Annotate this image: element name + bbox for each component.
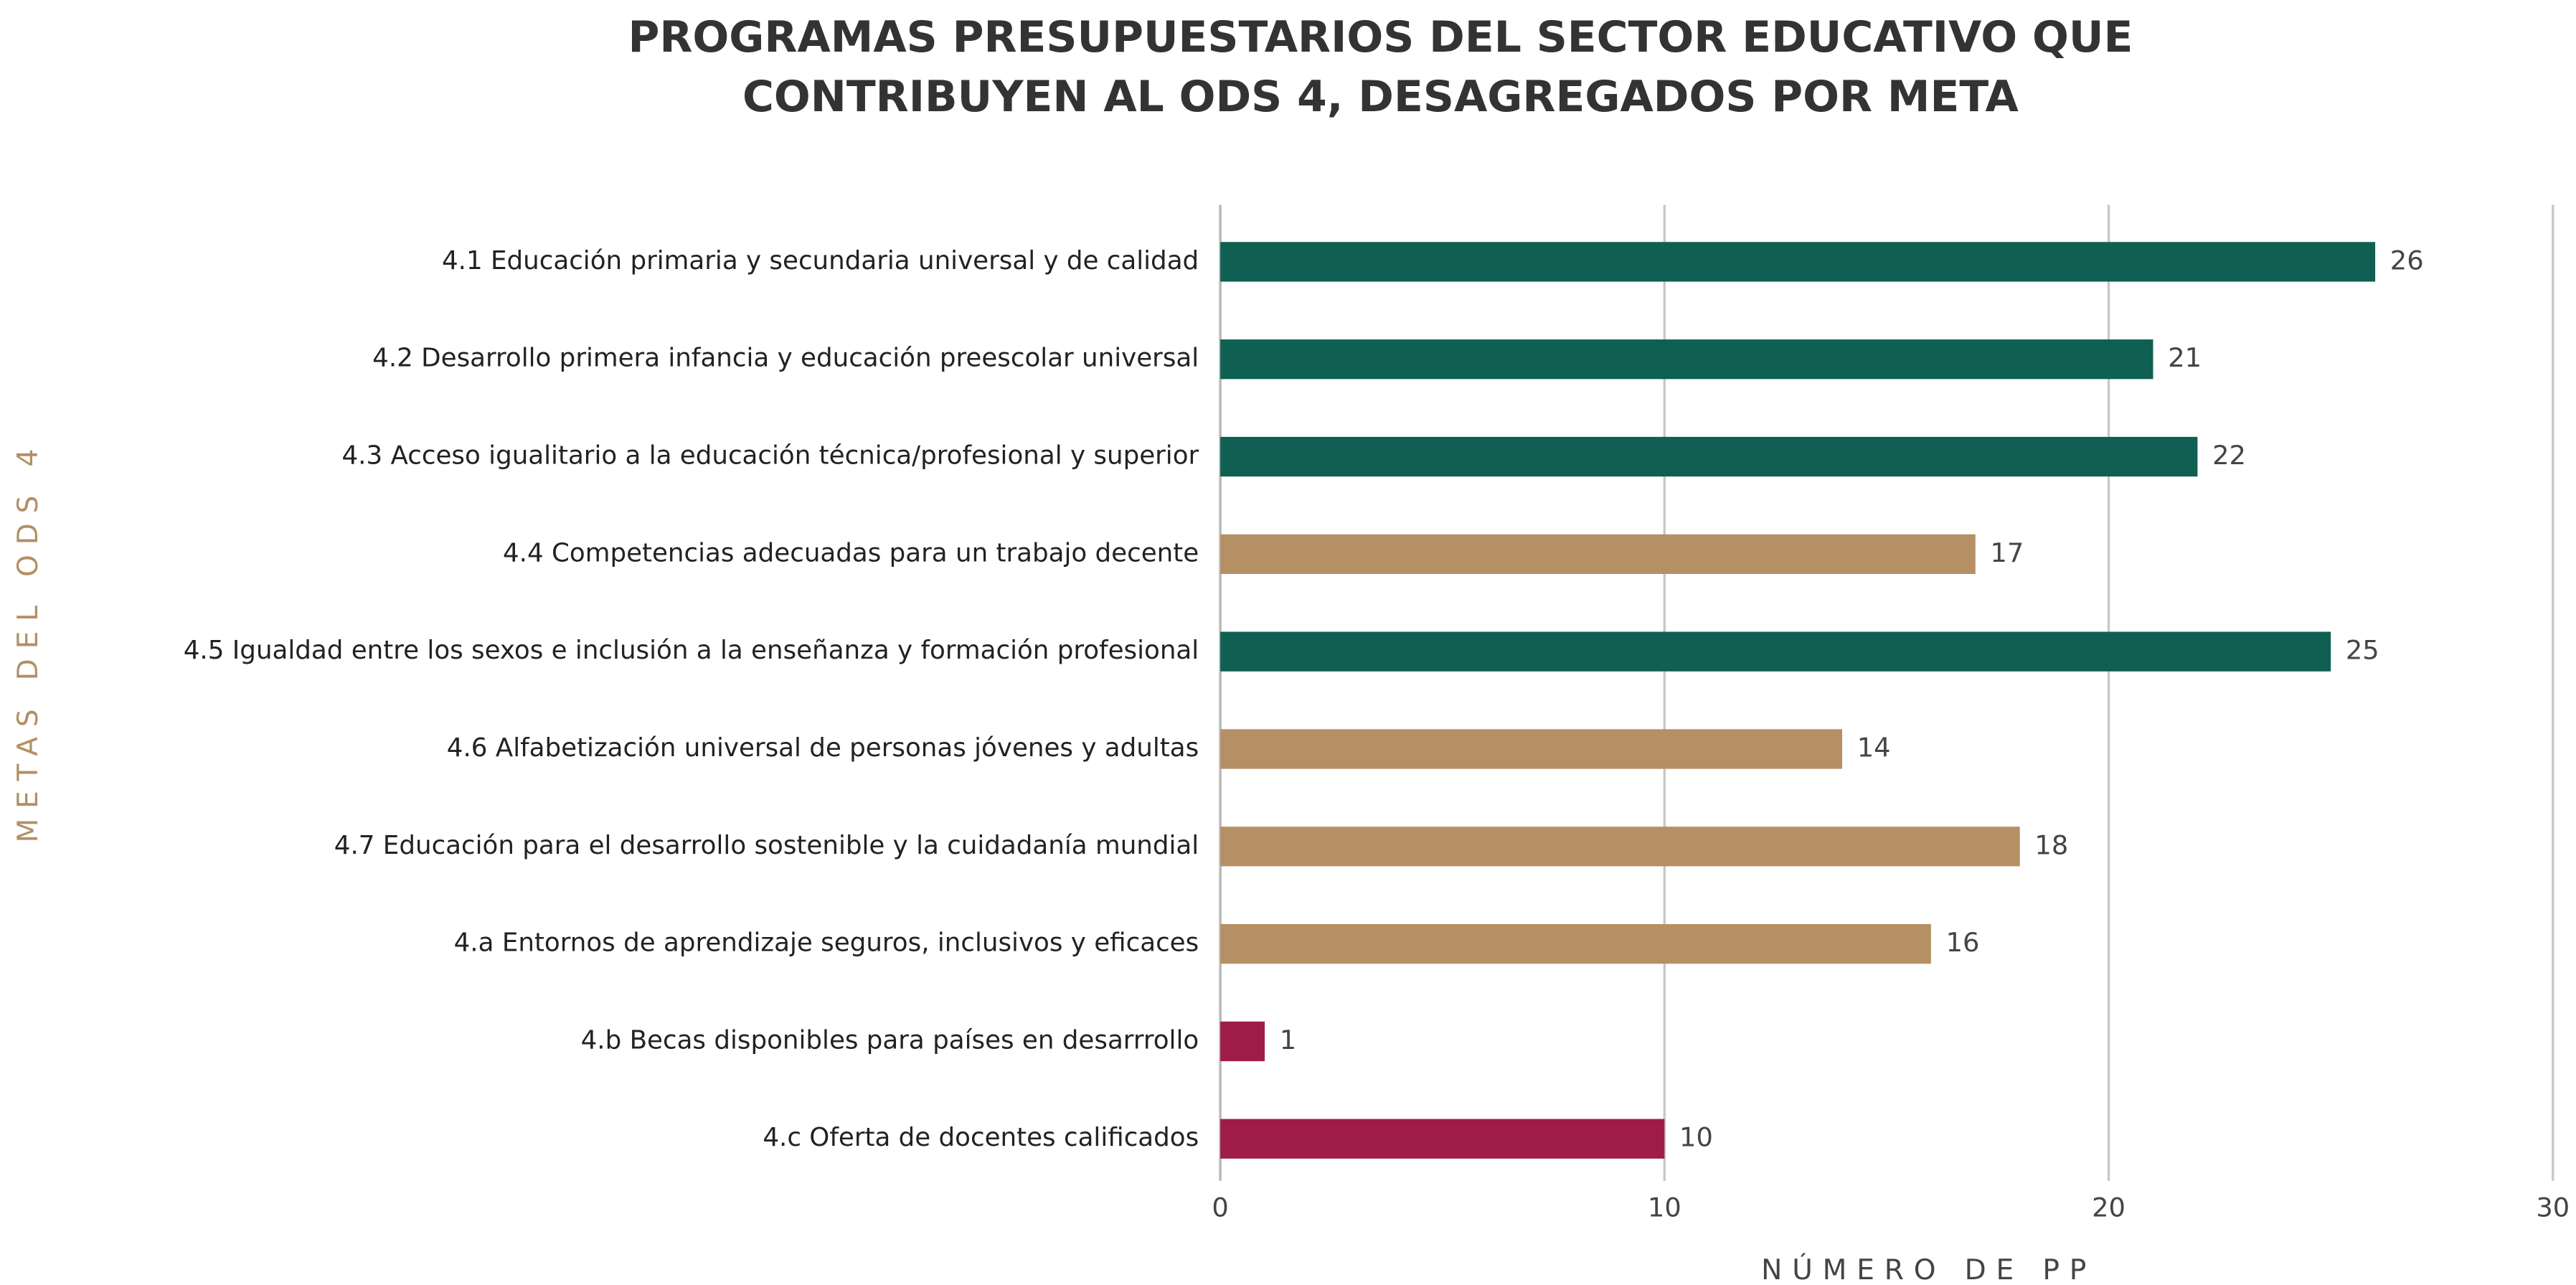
value-label: 17 [1991,537,2024,568]
bar [1220,339,2153,380]
value-label: 22 [2212,440,2246,471]
bar [1220,631,2331,672]
x-tick-label: 30 [2536,1192,2570,1223]
y-tick-label: 4.6 Alfabetización universal de personas… [447,733,1199,763]
y-tick-label: 4.4 Competencias adecuadas para un traba… [503,538,1199,568]
y-tick-label: 4.1 Educación primaria y secundaria univ… [442,246,1199,276]
x-tick-label: 0 [1212,1192,1228,1223]
chart-title: CONTRIBUYEN AL ODS 4, DESAGREGADOS POR M… [742,72,2019,122]
x-tick-label: 10 [1648,1192,1681,1223]
bar [1220,1119,1665,1159]
value-label: 14 [1857,732,1891,763]
value-label: 16 [1946,927,1980,958]
y-tick-label: 4.c Oferta de docentes calificados [763,1123,1199,1152]
bar [1220,242,2376,282]
x-axis-label: NÚMERO DE PP [1761,1253,2096,1285]
y-tick-label: 4.5 Igualdad entre los sexos e inclusión… [184,636,1199,665]
bar [1220,534,1976,574]
value-label: 26 [2390,245,2424,276]
bar [1220,1021,1265,1062]
x-tick-label: 20 [2092,1192,2126,1223]
value-label: 21 [2168,342,2202,373]
value-label: 18 [2034,829,2068,860]
chart-title: PROGRAMAS PRESUPUESTARIOS DEL SECTOR EDU… [628,12,2133,62]
bar [1220,827,2020,867]
y-tick-label: 4.3 Acceso igualitario a la educación té… [341,441,1199,471]
y-tick-label: 4.2 Desarrollo primera infancia y educac… [372,344,1199,373]
bar [1220,729,1843,769]
value-label: 10 [1679,1122,1713,1153]
y-tick-label: 4.7 Educación para el desarrollo sosteni… [334,831,1199,860]
bar [1220,436,2198,477]
value-label: 1 [1280,1025,1296,1055]
y-tick-label: 4.a Entornos de aprendizaje seguros, inc… [454,928,1199,958]
bar [1220,923,1931,964]
y-axis-label: METAS DEL ODS 4 [12,439,44,843]
value-label: 25 [2346,635,2379,666]
y-tick-label: 4.b Becas disponibles para países en des… [581,1025,1199,1055]
